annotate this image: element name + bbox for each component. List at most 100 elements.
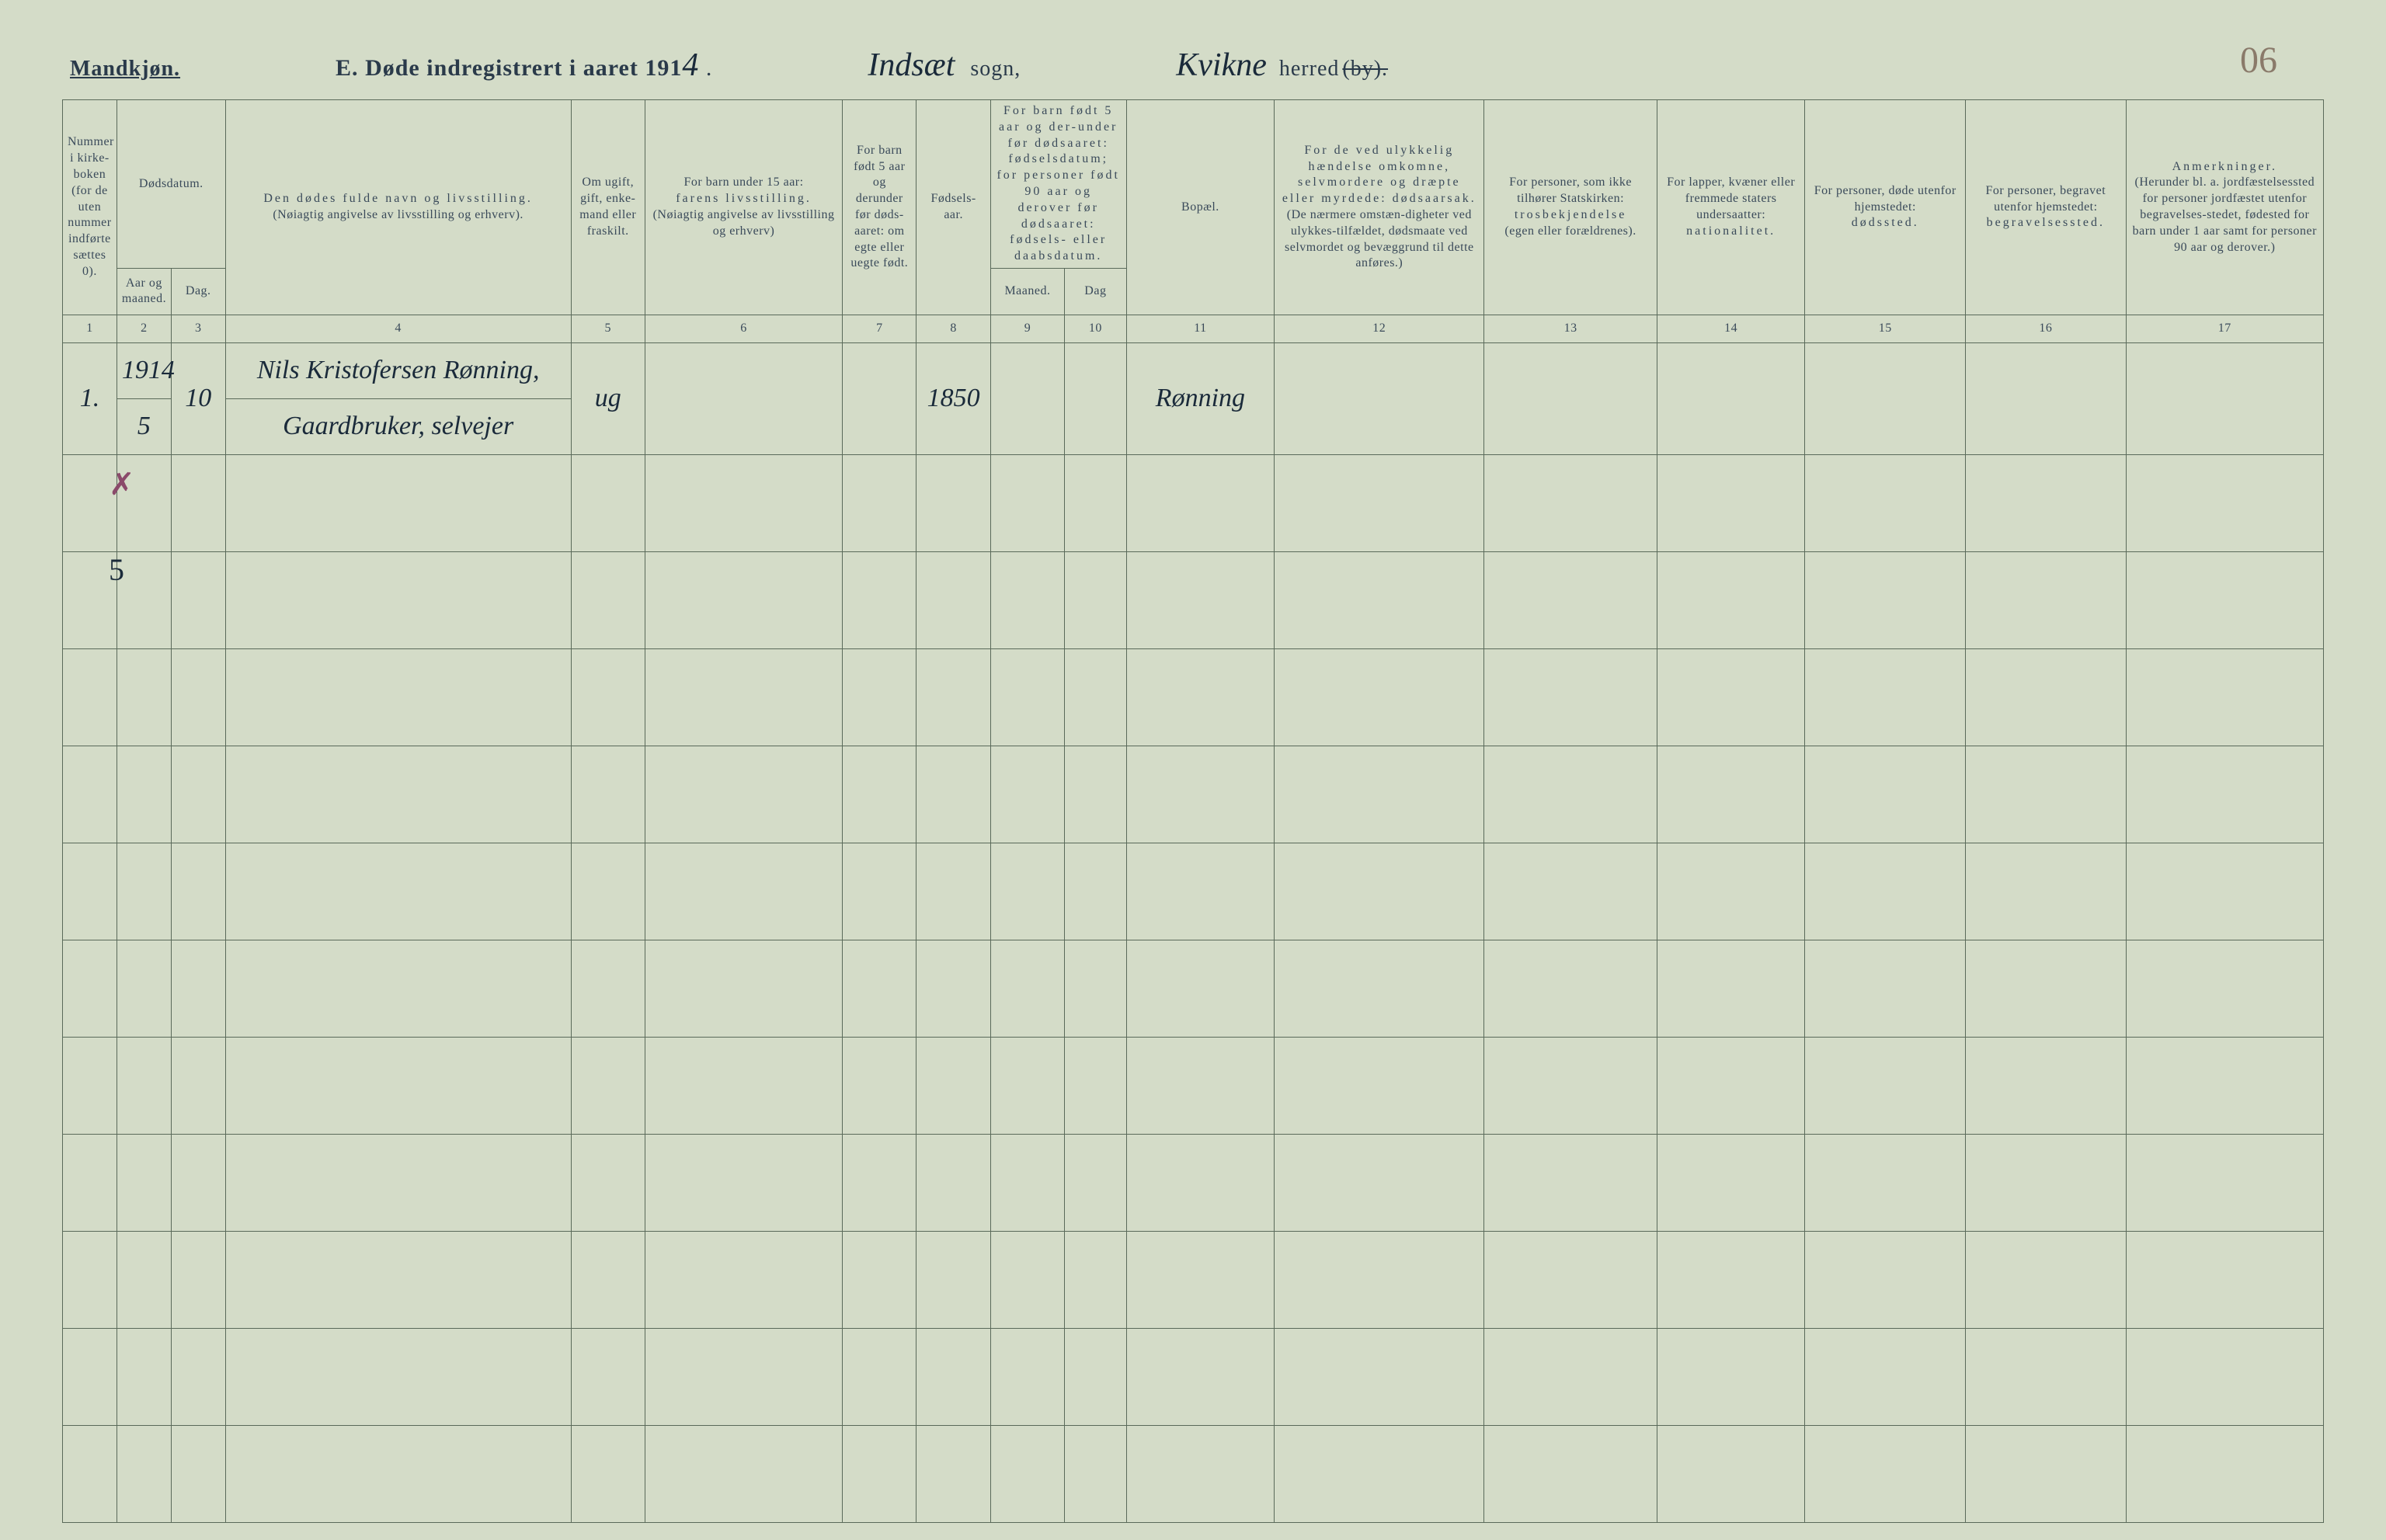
col-sub-10: Dag bbox=[1065, 268, 1126, 315]
page-header: Mandkjøn. E. Døde indregistrert i aaret … bbox=[47, 23, 2339, 99]
title-text: Døde indregistrert i aaret 191 bbox=[365, 55, 682, 81]
col13-main: For personer, som ikke tilhører Statskir… bbox=[1489, 175, 1651, 207]
colnum-11: 11 bbox=[1126, 315, 1275, 342]
col-header-2-3: Dødsdatum. bbox=[117, 100, 225, 269]
table-row bbox=[63, 551, 2324, 648]
herred-struck: (by). bbox=[1342, 57, 1388, 81]
entry-c13 bbox=[1484, 342, 1657, 454]
title-prefix: E. bbox=[336, 55, 359, 81]
colnum-3: 3 bbox=[171, 315, 225, 342]
ledger-page: 06 Mandkjøn. E. Døde indregistrert i aar… bbox=[47, 23, 2339, 1517]
entry-name-2: Gaardbruker, selvejer bbox=[225, 398, 571, 454]
page-title: E. Døde indregistrert i aaret 1914 . bbox=[336, 47, 712, 84]
entry-year: 1914 bbox=[117, 342, 171, 398]
colnum-10: 10 bbox=[1065, 315, 1126, 342]
herred-value: Kvikne bbox=[1176, 47, 1267, 83]
sogn-value: Indsæt bbox=[868, 47, 955, 83]
entry-day: 10 bbox=[171, 342, 225, 454]
table-row bbox=[63, 1425, 2324, 1522]
col6-sub: farens livsstilling. bbox=[650, 191, 837, 207]
col-sub-9: Maaned. bbox=[990, 268, 1064, 315]
col-header-4: Den dødes fulde navn og livsstilling. (N… bbox=[225, 100, 571, 315]
entry-c6 bbox=[645, 342, 842, 454]
col14-sub: nationalitet. bbox=[1662, 224, 1800, 240]
col13-sub2: (egen eller forældrenes). bbox=[1489, 224, 1651, 240]
col4-sub: (Nøiagtig angivelse av livsstilling og e… bbox=[231, 207, 566, 224]
table-row bbox=[63, 1037, 2324, 1134]
col-header-6: For barn under 15 aar: farens livsstilli… bbox=[645, 100, 842, 315]
col16-sub: begravelsessted. bbox=[1970, 215, 2121, 231]
table-row bbox=[63, 1231, 2324, 1328]
colnum-16: 16 bbox=[1966, 315, 2127, 342]
herred-section: Kvikne herred (by). bbox=[1176, 47, 1388, 84]
table-row bbox=[63, 843, 2324, 940]
table-row bbox=[63, 746, 2324, 843]
entry-c15 bbox=[1805, 342, 1966, 454]
herred-label: herred bbox=[1279, 57, 1340, 81]
col16-main: For personer, begravet utenfor hjemstede… bbox=[1970, 183, 2121, 216]
col13-sub: trosbekjendelse bbox=[1489, 207, 1651, 224]
col-sub-2: Aar og maaned. bbox=[117, 268, 171, 315]
colnum-2: 2 bbox=[117, 315, 171, 342]
col12-sub: (De nærmere omstæn-digheter ved ulykkes-… bbox=[1279, 207, 1479, 272]
entry-status: ug bbox=[571, 342, 645, 454]
col15-main: For personer, døde utenfor hjemstedet: bbox=[1810, 183, 1960, 216]
colnum-17: 17 bbox=[2126, 315, 2323, 342]
colnum-14: 14 bbox=[1657, 315, 1805, 342]
col-header-17: Anmerkninger. (Herunder bl. a. jordfæste… bbox=[2126, 100, 2323, 315]
col17-main: Anmerkninger. bbox=[2131, 159, 2318, 176]
col14-main: For lapper, kvæner eller fremmede stater… bbox=[1662, 175, 1800, 223]
col17-sub: (Herunder bl. a. jordfæstelsessted for p… bbox=[2131, 175, 2318, 256]
col-header-14: For lapper, kvæner eller fremmede stater… bbox=[1657, 100, 1805, 315]
entry-name-1: Nils Kristofersen Rønning, bbox=[225, 342, 571, 398]
entry-residence: Rønning bbox=[1126, 342, 1275, 454]
col6-sub2: (Nøiagtig angivelse av livsstilling og e… bbox=[650, 207, 837, 240]
table-row bbox=[63, 1328, 2324, 1425]
entry-c16 bbox=[1966, 342, 2127, 454]
table-row bbox=[63, 454, 2324, 551]
colnum-12: 12 bbox=[1275, 315, 1484, 342]
entry-num: 1. bbox=[63, 342, 117, 454]
entry-c12 bbox=[1275, 342, 1484, 454]
table-body: 1. 1914 10 Nils Kristofersen Rønning, ug… bbox=[63, 342, 2324, 1522]
table-row: 1. 1914 10 Nils Kristofersen Rønning, ug… bbox=[63, 342, 2324, 398]
col-header-7: For barn født 5 aar og derunder før døds… bbox=[843, 100, 916, 315]
colnum-7: 7 bbox=[843, 315, 916, 342]
col15-sub: dødssted. bbox=[1810, 215, 1960, 231]
ledger-table-container: Nummer i kirke-boken (for de uten nummer… bbox=[47, 99, 2339, 1523]
page-number: 06 bbox=[2240, 39, 2277, 82]
table-row bbox=[63, 940, 2324, 1037]
table-row bbox=[63, 648, 2324, 746]
col-header-9-10: For barn født 5 aar og der-under før død… bbox=[990, 100, 1126, 269]
col-header-15: For personer, døde utenfor hjemstedet: d… bbox=[1805, 100, 1966, 315]
col-header-13: For personer, som ikke tilhører Statskir… bbox=[1484, 100, 1657, 315]
col4-main: Den dødes fulde navn og livsstilling. bbox=[231, 191, 566, 207]
col12-main: For de ved ulykkelig hændelse omkomne, s… bbox=[1279, 143, 1479, 207]
colnum-6: 6 bbox=[645, 315, 842, 342]
colnum-9: 9 bbox=[990, 315, 1064, 342]
entry-c10 bbox=[1065, 342, 1126, 454]
colnum-8: 8 bbox=[916, 315, 990, 342]
column-number-row: 1 2 3 4 5 6 7 8 9 10 11 12 13 14 15 16 1 bbox=[63, 315, 2324, 342]
colnum-15: 15 bbox=[1805, 315, 1966, 342]
entry-c9 bbox=[990, 342, 1064, 454]
entry-birth-year: 1850 bbox=[916, 342, 990, 454]
table-header: Nummer i kirke-boken (for de uten nummer… bbox=[63, 100, 2324, 343]
gender-label: Mandkjøn. bbox=[70, 57, 180, 82]
year-suffix: 4 bbox=[682, 47, 699, 83]
ledger-table: Nummer i kirke-boken (for de uten nummer… bbox=[62, 99, 2324, 1523]
colnum-4: 4 bbox=[225, 315, 571, 342]
entry-c17 bbox=[2126, 342, 2323, 454]
col-header-12: For de ved ulykkelig hændelse omkomne, s… bbox=[1275, 100, 1484, 315]
col-header-11: Bopæl. bbox=[1126, 100, 1275, 315]
colnum-1: 1 bbox=[63, 315, 117, 342]
col-sub-3: Dag. bbox=[171, 268, 225, 315]
col-header-5: Om ugift, gift, enke-mand eller fraskilt… bbox=[571, 100, 645, 315]
side-mark-1: ✗ bbox=[109, 466, 135, 502]
entry-c14 bbox=[1657, 342, 1805, 454]
col910-main: For barn født 5 aar og der-under før død… bbox=[996, 103, 1122, 265]
side-mark-2: 5 bbox=[109, 551, 124, 588]
col6-main: For barn under 15 aar: bbox=[650, 175, 837, 191]
entry-month: 5 bbox=[117, 398, 171, 454]
entry-c7 bbox=[843, 342, 916, 454]
